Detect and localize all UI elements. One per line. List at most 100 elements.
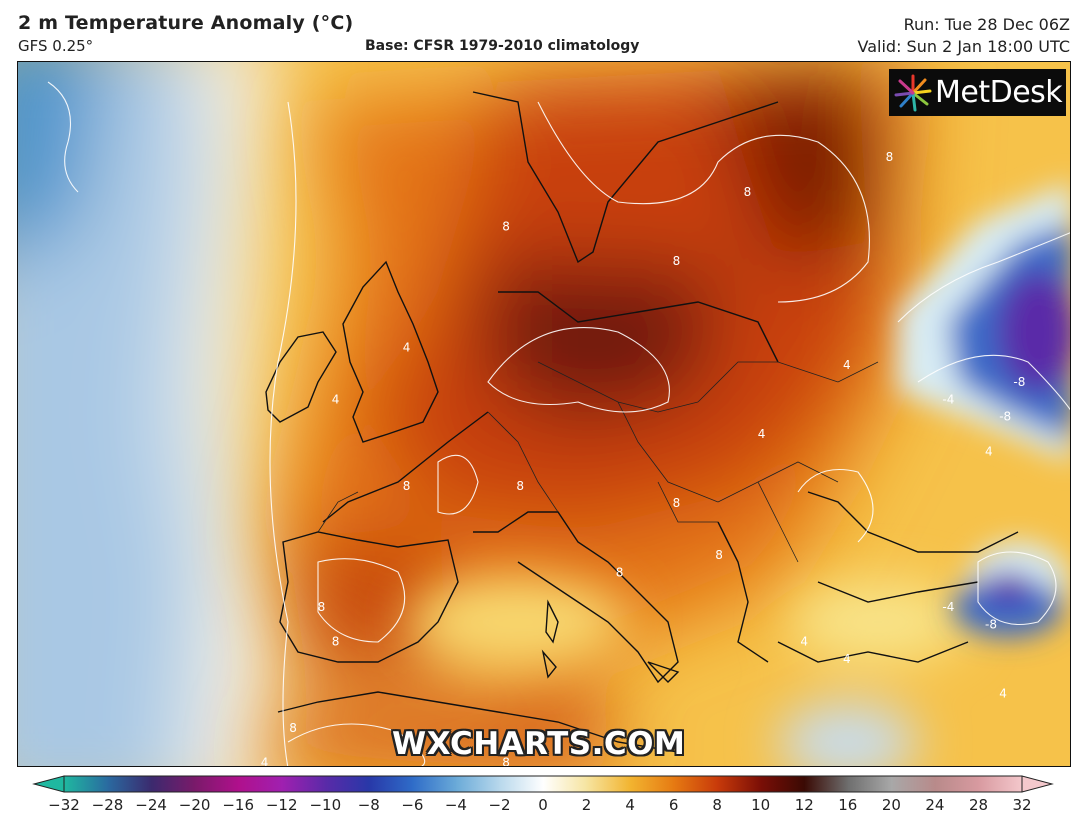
coast-north-africa: [277, 691, 679, 753]
colorbar-segment: [978, 776, 1023, 792]
colorbar-segment: [455, 776, 501, 792]
colorbar-tick-label: 20: [881, 796, 901, 814]
contour-label: 4: [261, 756, 269, 767]
colorbar-segment: [107, 776, 152, 792]
contour-label: -8: [1013, 375, 1025, 389]
colorbar-segment: [151, 776, 196, 792]
contour-label: -4: [942, 392, 954, 406]
contour-label: 8: [744, 185, 752, 199]
contour-label: 8: [318, 600, 326, 614]
russia-cold-region: [898, 182, 1070, 462]
colorbar-tick-label: 10: [751, 796, 771, 814]
colorbar-tick-label: 16: [838, 796, 858, 814]
run-time-label: Run: Tue 28 Dec 06Z: [903, 15, 1070, 34]
contour-label: 8: [502, 756, 510, 767]
colorbar-segment: [934, 776, 980, 792]
coast-scandinavia: [472, 91, 779, 264]
colorbar-segment: [717, 776, 762, 792]
coast-iberia: [279, 531, 459, 663]
colorbar-tick-label: −12: [265, 796, 298, 814]
contour-8-france: [437, 454, 479, 515]
colorbar-tick-label: 8: [712, 796, 722, 814]
coast-black-sea-south: [817, 581, 979, 603]
contour-label: 8: [332, 635, 340, 649]
contour-8-africa: [287, 723, 426, 766]
colorbar-segment: [760, 776, 805, 792]
colorbar-segment: [325, 776, 370, 792]
colorbar-segment: [368, 776, 413, 792]
colorbar-tick-label: 2: [581, 796, 592, 814]
contour-label: -4: [942, 600, 954, 614]
coast-balkans: [717, 521, 769, 663]
contour-label: 4: [332, 392, 340, 406]
colorbar: [32, 775, 1054, 793]
colorbar-tick-label: 24: [925, 796, 945, 814]
colorbar-segment: [586, 776, 631, 792]
colorbar-tick-label: −32: [48, 796, 80, 814]
contour-label: 8: [715, 548, 723, 562]
colorbar-segment: [673, 776, 718, 792]
colorbar-tick-label: −8: [357, 796, 380, 814]
contour-label: 8: [673, 496, 681, 510]
colorbar-segment: [499, 776, 544, 792]
colorbar-tick-label: 32: [1012, 796, 1032, 814]
coast-corsica-sardinia: [541, 599, 559, 679]
contour-minus4-russia: [897, 232, 1070, 323]
contour-label: 4: [843, 652, 851, 666]
climatology-base-label: Base: CFSR 1979-2010 climatology: [365, 38, 640, 54]
colorbar-tick-label: 28: [968, 796, 989, 814]
contour-label: 4: [758, 427, 766, 441]
colorbar-tick-label: 12: [794, 796, 814, 814]
colorbar-tick-label: −28: [91, 796, 124, 814]
country-borders: [317, 361, 879, 563]
colorbar-segment: [804, 776, 849, 792]
colorbar-tick-label: −24: [135, 796, 167, 814]
contour-label: 4: [999, 687, 1007, 701]
coast-france-atlantic: [322, 411, 489, 523]
contour-label: 4: [985, 444, 993, 458]
contour-label: 4: [800, 635, 808, 649]
coastlines: [265, 91, 1019, 753]
coast-great-britain: [342, 260, 439, 443]
coast-turkey: [777, 641, 969, 663]
contour-4-west: [269, 101, 297, 766]
contour-label: -8: [999, 410, 1011, 424]
colorbar-segment: [238, 776, 283, 792]
contour-8-iberia: [317, 558, 406, 643]
colorbar-max-arrow: [1021, 775, 1054, 793]
contour-8-germany: [487, 327, 670, 413]
colorbar-segment: [64, 776, 109, 792]
colorbar-segment: [194, 776, 239, 792]
starburst-logo-icon: [894, 74, 932, 111]
coast-ireland: [265, 331, 337, 423]
turkey-cold-region: [953, 542, 1068, 637]
contour-label: 8: [502, 219, 510, 233]
model-label: GFS 0.25°: [18, 37, 94, 55]
contour-minus4-turkey: [977, 551, 1057, 626]
colorbar-min-arrow: [32, 775, 65, 793]
contour-label: 4: [403, 341, 411, 355]
contour-label: 8: [516, 479, 524, 493]
colorbar-tick-label: 6: [668, 796, 679, 814]
contour-label: 8: [616, 565, 624, 579]
colorbar-segment: [847, 776, 892, 792]
colorbar-segment: [630, 776, 675, 792]
colorbar-segments: [64, 776, 1023, 792]
contour-minus8-russia: [917, 354, 1070, 411]
logo-text: MetDesk: [935, 75, 1063, 110]
colorbar-tick-label: −6: [401, 796, 424, 814]
contour-label: -8: [985, 617, 997, 631]
colorbar-tick-label: −4: [444, 796, 467, 814]
coast-baltic: [498, 291, 779, 363]
contour-minus4-atlantic: [47, 81, 79, 193]
valid-time-label: Valid: Sun 2 Jan 18:00 UTC: [857, 37, 1070, 56]
colorbar-tick-label: 4: [625, 796, 635, 814]
colorbar-tick-label: 0: [538, 796, 548, 814]
coast-black-sea-north: [807, 491, 1019, 553]
anomaly-contours: [47, 81, 1070, 766]
colorbar-tick-label: −10: [309, 796, 342, 814]
colorbar-tick-label: −2: [488, 796, 511, 814]
